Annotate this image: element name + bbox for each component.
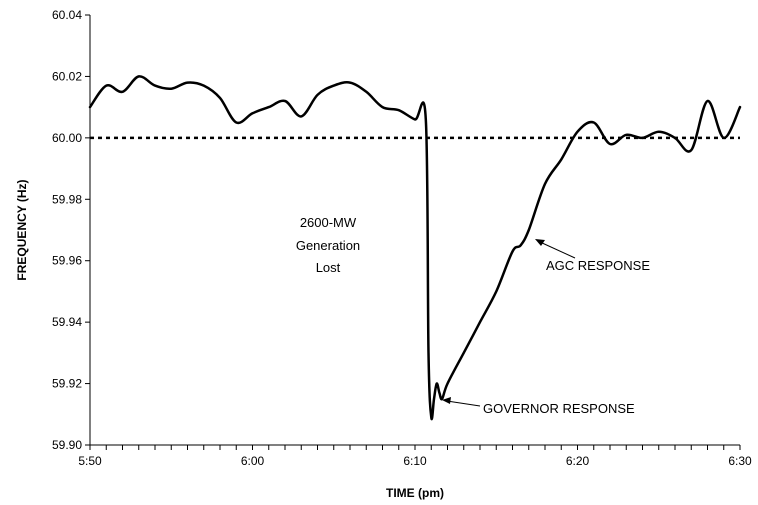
y-tick-label: 59.96 [52, 254, 82, 268]
y-tick-label: 59.90 [52, 438, 82, 452]
agc-arrow-head [535, 239, 545, 246]
plot-area [90, 15, 740, 445]
annotation-generation-lost-line-2: Generation [296, 238, 360, 253]
y-tick-label: 59.92 [52, 377, 82, 391]
y-tick-label: 60.04 [52, 8, 82, 22]
y-tick-label: 59.94 [52, 315, 82, 329]
annotation-governor-response: GOVERNOR RESPONSE [442, 397, 635, 416]
frequency-series-line [88, 75, 742, 421]
governor-response-label: GOVERNOR RESPONSE [483, 401, 635, 416]
governor-arrow-head [442, 397, 451, 404]
annotation-agc-response: AGC RESPONSE [535, 239, 650, 273]
x-tick-label: 6:00 [241, 454, 265, 468]
x-tick-layer: 5:50 6:00 6:10 6:20 6:30 [78, 445, 752, 468]
y-tick-layer: 59.90 59.92 59.94 59.96 59.98 60.00 60.02 60.04 [52, 8, 90, 452]
x-tick-label: 6:20 [566, 454, 590, 468]
x-tick-label: 5:50 [78, 454, 102, 468]
x-tick-label: 6:10 [403, 454, 427, 468]
y-tick-label: 60.00 [52, 131, 82, 145]
agc-arrow-line [539, 241, 576, 259]
annotation-generation-lost: 2600-MW Generation Lost [296, 215, 360, 275]
x-tick-label: 6:30 [728, 454, 752, 468]
agc-response-label: AGC RESPONSE [546, 258, 650, 273]
governor-arrow-line [446, 400, 481, 407]
y-tick-label: 59.98 [52, 192, 82, 206]
annotation-generation-lost-line-1: 2600-MW [300, 215, 357, 230]
y-axis-title: FREQUENCY (Hz) [15, 179, 29, 280]
series-layer [88, 75, 742, 421]
x-axis-title: TIME (pm) [386, 486, 444, 500]
y-tick-label: 60.02 [52, 69, 82, 83]
annotation-generation-lost-line-3: Lost [316, 260, 341, 275]
